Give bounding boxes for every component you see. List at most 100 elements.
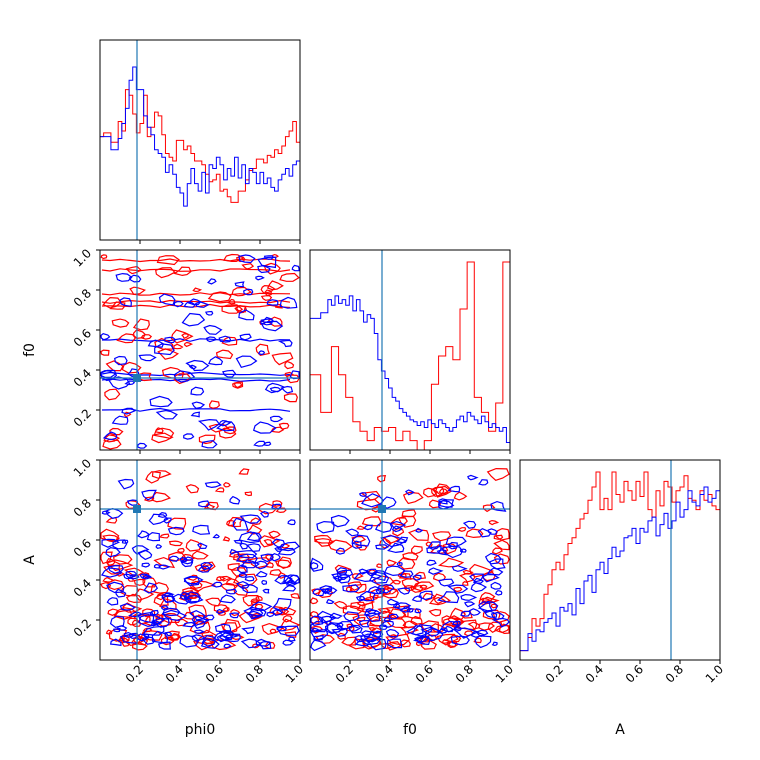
- contour-line: [474, 635, 492, 649]
- contour-line: [213, 604, 229, 614]
- contour-line: [404, 489, 415, 496]
- x-tick-label-f0: 0.6: [413, 662, 436, 685]
- contour-line: [102, 576, 114, 583]
- contour-line: [313, 634, 324, 641]
- contour-line: [482, 574, 500, 583]
- contour-line: [386, 638, 403, 649]
- contour-line: [358, 590, 376, 602]
- contour-line: [452, 627, 480, 639]
- contour-line: [460, 593, 478, 601]
- contour-line: [207, 278, 217, 285]
- contour-line: [491, 641, 498, 647]
- panel-frame: [519, 459, 721, 661]
- contour-line: [275, 625, 300, 636]
- contour-line: [255, 638, 272, 647]
- contour-line: [246, 531, 262, 542]
- contour-line: [218, 335, 232, 343]
- contour-line: [443, 625, 454, 633]
- contour-line: [451, 564, 468, 572]
- contour-line: [290, 593, 300, 599]
- contour-line: [255, 343, 271, 356]
- contour-line: [198, 434, 216, 445]
- contour-line: [391, 525, 403, 533]
- contour-line: [334, 564, 352, 574]
- contour-line: [126, 499, 139, 506]
- y-tick-label-f0: 0.6: [71, 326, 94, 349]
- contour-line: [252, 421, 277, 434]
- contour-line: [130, 635, 149, 646]
- contour-line: [100, 349, 110, 356]
- contour-line: [155, 613, 173, 627]
- contour-line: [278, 422, 290, 430]
- contour-line: [405, 625, 424, 636]
- contour-line: [100, 369, 117, 379]
- x-tick-label-A: 0.6: [623, 662, 646, 685]
- y-tick-label-f0: 0.8: [71, 286, 94, 309]
- contour-line: [453, 491, 468, 501]
- contour-line: [155, 267, 176, 279]
- contour-line: [464, 601, 476, 608]
- contour-line: [258, 535, 281, 548]
- contour-line: [360, 490, 381, 501]
- contour-line: [396, 561, 403, 567]
- contour-line: [221, 304, 244, 314]
- contour-line: [167, 526, 185, 536]
- contour-line: [419, 584, 428, 589]
- contour-line: [386, 608, 407, 620]
- contour-line: [183, 341, 194, 348]
- contour-line: [326, 598, 335, 605]
- contour-line: [482, 504, 496, 513]
- contour-line: [447, 485, 461, 493]
- contour-line: [203, 324, 223, 335]
- contour-line: [354, 638, 370, 647]
- contour-line: [149, 609, 159, 616]
- contour-line: [337, 632, 346, 640]
- contour-line: [111, 415, 129, 425]
- contour-line: [488, 519, 500, 526]
- contour-line: [219, 575, 233, 582]
- panel-frame: [99, 459, 301, 661]
- contour-line: [387, 542, 405, 554]
- histogram-step-A: [519, 471, 721, 660]
- contour-line: [378, 624, 388, 630]
- contour-line: [238, 572, 248, 578]
- contour-line: [229, 548, 239, 555]
- contour-line: [379, 537, 392, 549]
- contour-line: [137, 549, 153, 561]
- contour-line: [460, 548, 467, 553]
- contour-line: [335, 547, 346, 555]
- contour-streak: [101, 407, 291, 412]
- contour-line: [173, 266, 192, 277]
- contour-line: [109, 427, 124, 436]
- histogram-step-phi0: [99, 89, 301, 240]
- x-axis-label-phi0: phi0: [185, 722, 216, 738]
- contour-line: [386, 559, 398, 567]
- contour-line: [182, 621, 196, 628]
- contour-line: [113, 554, 133, 565]
- contour-line: [255, 595, 263, 602]
- contour-line: [279, 296, 298, 309]
- contour-line: [266, 280, 284, 291]
- contour-line: [183, 576, 200, 587]
- contour-line: [239, 542, 249, 550]
- contour-line: [131, 641, 148, 651]
- contour-line: [410, 615, 423, 626]
- contour-line: [119, 297, 132, 307]
- contour-line: [198, 500, 210, 508]
- contour-line: [358, 568, 370, 575]
- contour-line: [283, 393, 298, 403]
- contour-line: [225, 578, 240, 587]
- contour-line: [410, 584, 424, 593]
- contour-line: [426, 545, 442, 554]
- contour-line: [136, 530, 150, 539]
- contour-line: [494, 527, 510, 541]
- contour-line: [154, 427, 164, 434]
- contour-line: [348, 624, 363, 634]
- contour-line: [448, 641, 457, 648]
- contour-line: [232, 382, 243, 389]
- contour-line: [420, 620, 439, 633]
- contour-line: [422, 592, 437, 602]
- contour-line: [282, 614, 293, 623]
- contour-line: [363, 609, 382, 617]
